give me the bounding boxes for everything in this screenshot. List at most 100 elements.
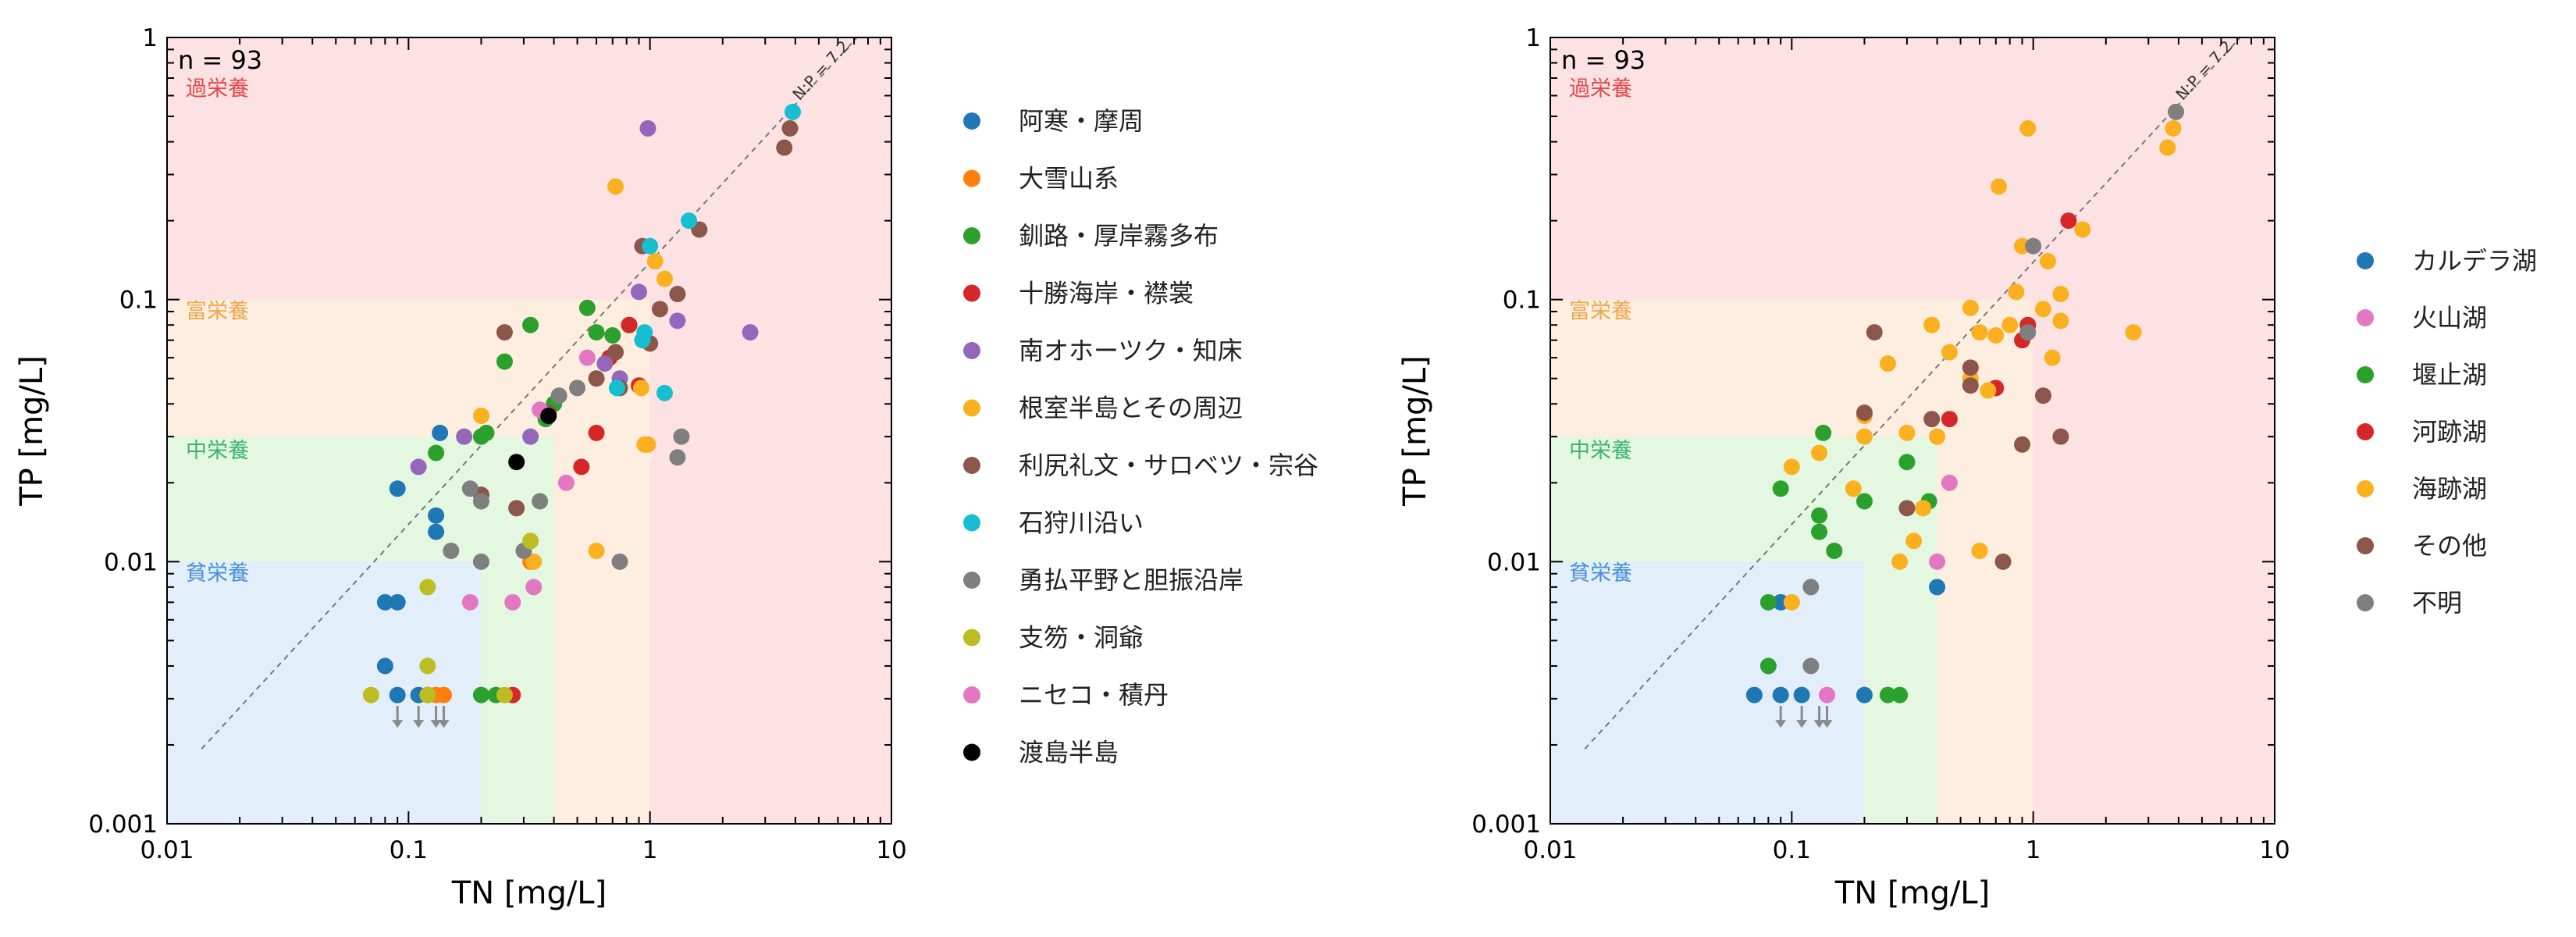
- data-point: [1971, 542, 1988, 559]
- data-point: [2052, 428, 2069, 445]
- data-point: [1929, 428, 1946, 445]
- zone-oligotrophic: [1550, 561, 1865, 824]
- x-tick-label: 10: [876, 836, 906, 864]
- data-point: [588, 424, 605, 441]
- data-point: [2025, 237, 2042, 255]
- data-point: [1962, 299, 1979, 316]
- data-point: [1759, 657, 1777, 675]
- data-point: [588, 370, 605, 387]
- data-point: [2001, 316, 2019, 333]
- data-point: [522, 316, 539, 333]
- data-point: [1793, 686, 1810, 704]
- sample-count-label: n = 93: [1561, 45, 1646, 75]
- data-point: [2039, 253, 2056, 270]
- data-point: [1856, 428, 1873, 445]
- data-point: [472, 686, 489, 704]
- data-point: [636, 324, 653, 341]
- data-point: [1929, 579, 1946, 596]
- data-point: [1994, 553, 2012, 570]
- x-tick-label: 10: [2259, 836, 2290, 864]
- censored-arrow-head: [1813, 720, 1825, 729]
- y-tick-label: 0.01: [104, 548, 158, 576]
- zone-label: 貧栄養: [186, 561, 249, 586]
- data-point: [389, 686, 406, 704]
- x-tick-label: 0.01: [140, 836, 194, 864]
- data-point: [1915, 500, 1932, 517]
- data-point: [639, 119, 656, 137]
- data-point: [522, 428, 539, 445]
- data-point: [1898, 424, 1916, 441]
- data-point: [1811, 507, 1828, 524]
- legend-label: その他: [2412, 531, 2487, 561]
- data-point: [461, 480, 479, 497]
- y-tick-label: 0.01: [1487, 548, 1541, 576]
- data-point: [2074, 221, 2091, 238]
- legend-marker: [2357, 423, 2374, 440]
- legend-label: 釧路・厚岸霧多布: [1019, 221, 1219, 251]
- data-point: [1879, 355, 1896, 372]
- zone-label: 富栄養: [1569, 299, 1632, 323]
- legend-marker: [963, 112, 980, 130]
- zone-label: 過栄養: [186, 77, 249, 101]
- axis-ticks: [166, 37, 891, 825]
- data-point: [419, 579, 436, 596]
- legend-label: 不明: [2412, 588, 2462, 618]
- data-point: [1856, 493, 1873, 510]
- censored-arrow-head: [438, 720, 450, 729]
- legend-item: 勇払平野と胆振沿岸: [963, 565, 1244, 595]
- data-point: [1811, 523, 1828, 540]
- data-point: [525, 579, 543, 596]
- x-tick-label: 0.01: [1523, 836, 1577, 864]
- data-point: [1866, 324, 1883, 341]
- y-tick-label: 0.001: [1471, 811, 1541, 839]
- data-point: [1856, 404, 1873, 422]
- legend-item: カルデラ湖: [2357, 246, 2537, 276]
- legend-label: 支笏・洞爺: [1019, 623, 1144, 653]
- data-point: [1962, 359, 1979, 376]
- data-point: [607, 178, 624, 195]
- legend-label: 石狩川沿い: [1019, 508, 1144, 538]
- plot-frame: [1550, 37, 2275, 825]
- data-point: [656, 270, 673, 287]
- legend-label: 阿寒・摩周: [1019, 106, 1144, 136]
- data-point: [1929, 553, 1946, 570]
- data-point: [532, 493, 549, 510]
- legend-item: 南オホーツク・知床: [963, 336, 1243, 365]
- legend-item: 河跡湖: [2357, 417, 2487, 447]
- data-point: [1826, 542, 1843, 559]
- data-point: [656, 384, 673, 401]
- legend-marker: [963, 169, 980, 187]
- data-point: [596, 355, 614, 372]
- data-point: [608, 379, 625, 397]
- censored-arrow-head: [1775, 720, 1787, 729]
- data-points: [362, 103, 802, 704]
- data-point: [578, 299, 596, 316]
- x-tick-label: 1: [642, 836, 658, 864]
- legend-item: 十勝海岸・襟裳: [963, 279, 1194, 308]
- data-point: [389, 480, 406, 497]
- data-point: [508, 500, 525, 517]
- data-point: [1879, 686, 1896, 704]
- data-point: [573, 458, 590, 476]
- data-point: [669, 286, 686, 303]
- legend-item: 石狩川沿い: [963, 508, 1144, 538]
- data-point: [1962, 377, 1979, 394]
- legend-marker: [963, 457, 980, 474]
- data-point: [1991, 178, 2008, 195]
- zone-label: 過栄養: [1569, 77, 1632, 101]
- data-point: [1987, 327, 2005, 344]
- data-point: [428, 507, 445, 524]
- legend-label: カルデラ湖: [2412, 246, 2537, 276]
- data-point: [496, 324, 513, 341]
- data-point: [362, 686, 379, 704]
- zone-label: 富栄養: [186, 299, 249, 323]
- x-tick-label: 0.1: [390, 836, 428, 864]
- legend-marker: [2357, 366, 2374, 383]
- x-tick-label: 1: [2026, 836, 2041, 864]
- censored-arrow-head: [430, 720, 442, 729]
- legend-label: 海跡湖: [2412, 474, 2487, 504]
- data-point: [578, 349, 596, 366]
- legend-item: 利尻礼文・サロベツ・宗谷: [963, 451, 1318, 480]
